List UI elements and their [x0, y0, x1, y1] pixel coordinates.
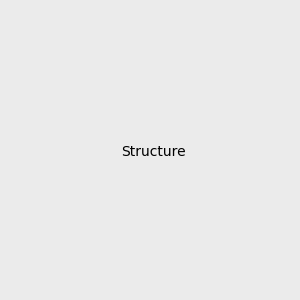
Text: Structure: Structure: [122, 145, 186, 158]
